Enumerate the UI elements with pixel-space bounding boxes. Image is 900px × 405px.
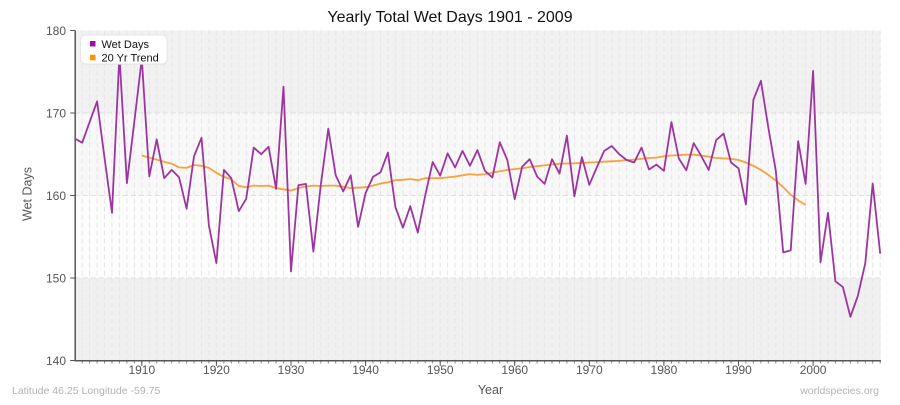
svg-text:2000: 2000 [800,363,827,377]
svg-text:1990: 1990 [725,363,752,377]
svg-text:20 Yr Trend: 20 Yr Trend [102,53,159,65]
svg-text:180: 180 [46,24,66,38]
svg-text:140: 140 [46,354,66,368]
svg-text:1910: 1910 [128,363,155,377]
svg-text:1970: 1970 [576,363,603,377]
svg-text:Latitude 46.25 Longitude -59.7: Latitude 46.25 Longitude -59.75 [12,385,160,397]
svg-text:worldspecies.org: worldspecies.org [799,385,879,397]
svg-text:Year: Year [478,383,503,397]
svg-text:160: 160 [46,189,66,203]
svg-text:1940: 1940 [352,363,379,377]
svg-text:Yearly Total Wet Days 1901 - 2: Yearly Total Wet Days 1901 - 2009 [327,9,572,26]
svg-text:1930: 1930 [278,363,305,377]
svg-text:170: 170 [46,107,66,121]
svg-text:Wet Days: Wet Days [102,39,150,51]
svg-text:1960: 1960 [501,363,528,377]
svg-text:1950: 1950 [427,363,454,377]
svg-text:1920: 1920 [203,363,230,377]
svg-text:1980: 1980 [651,363,678,377]
svg-text:150: 150 [46,272,66,286]
svg-text:Wet Days: Wet Days [21,167,35,221]
